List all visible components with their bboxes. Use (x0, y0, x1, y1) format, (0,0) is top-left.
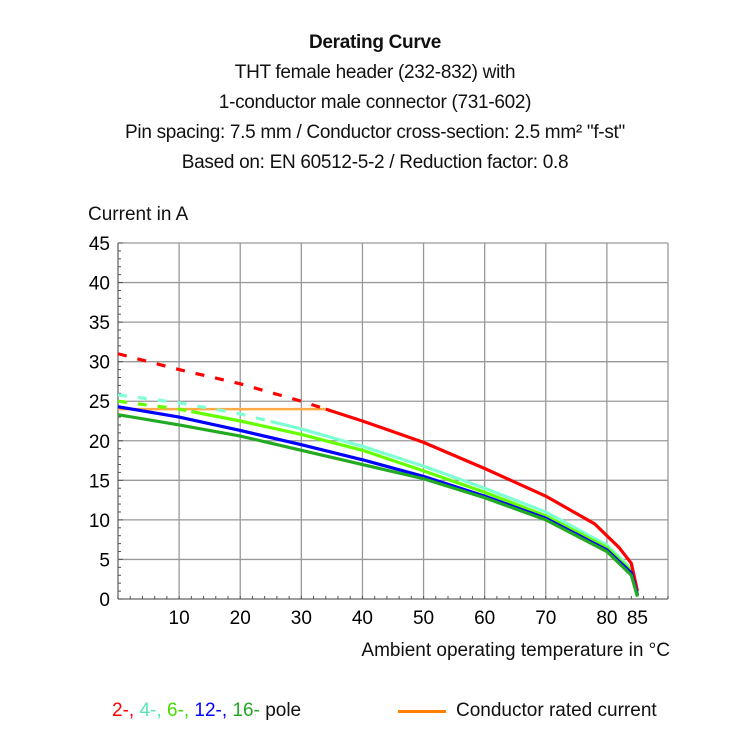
y-tick-label: 20 (89, 432, 110, 453)
y-tick-label: 45 (89, 234, 110, 255)
legend-entry: 6- (166, 700, 184, 721)
x-tick-label: 85 (627, 608, 648, 629)
x-tick-label: 10 (169, 608, 190, 629)
legend-rated: Conductor rated current (398, 700, 657, 722)
series-line (117, 413, 639, 598)
y-tick-label: 10 (89, 511, 110, 532)
subtitle-line: Pin spacing: 7.5 mm / Conductor cross-se… (125, 122, 625, 143)
legend-poles: 2-, 4-, 6-, 12-, 16- pole (112, 700, 302, 721)
legend-swatch (398, 709, 446, 713)
x-tick-label: 50 (413, 608, 434, 629)
x-tick-label: 60 (474, 608, 495, 629)
series-line (117, 405, 639, 596)
y-tick-label: 35 (89, 313, 110, 334)
y-axis-label: Current in A (88, 204, 189, 225)
y-tick-label: 15 (89, 471, 110, 492)
x-axis-label: Ambient operating temperature in °C (361, 640, 670, 661)
legend-entry: 12- (194, 700, 222, 721)
legend-entry: 4- (139, 700, 157, 721)
subtitle-line: 1-conductor male connector (731-602) (218, 92, 532, 113)
series-line (325, 407, 640, 592)
legend-entry: Conductor rated current (456, 700, 657, 721)
x-tick-label: 30 (291, 608, 312, 629)
chart-title: Derating Curve (308, 32, 441, 53)
y-tick-label: 0 (99, 590, 110, 611)
x-tick-label: 80 (596, 608, 617, 629)
x-tick-label: 40 (352, 608, 373, 629)
legend-suffix: pole (265, 700, 302, 721)
y-tick-label: 30 (89, 353, 110, 374)
y-tick-label: 40 (89, 274, 110, 295)
series-line-dashed (117, 399, 192, 414)
y-tick-label: 25 (89, 392, 110, 413)
x-tick-label: 20 (230, 608, 251, 629)
series-line-dashed (117, 352, 327, 411)
y-tick-label: 5 (99, 550, 110, 571)
x-tick-label: 70 (535, 608, 556, 629)
legend-entry: 16- (232, 700, 260, 721)
subtitle-line: THT female header (232-832) with (234, 62, 516, 83)
series-line (270, 419, 639, 594)
subtitle-line: Based on: EN 60512-5-2 / Reduction facto… (181, 152, 569, 173)
legend-entry: 2- (112, 700, 129, 721)
